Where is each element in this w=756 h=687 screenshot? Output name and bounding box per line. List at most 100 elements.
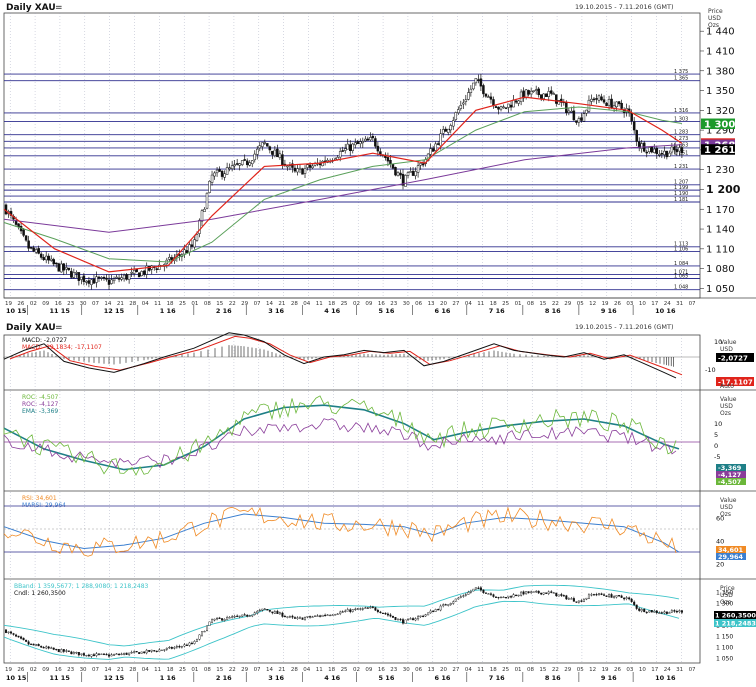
- band-candle-body: [145, 649, 148, 654]
- band-candle-body: [605, 595, 608, 597]
- candle-body: [130, 272, 133, 274]
- band-candle-body: [304, 617, 307, 620]
- candle-body: [449, 125, 453, 131]
- candle-body: [72, 272, 76, 278]
- band-candle-body: [42, 647, 45, 649]
- band-candle-body: [108, 654, 111, 657]
- band-candle-body: [203, 630, 206, 633]
- band-candle-body: [643, 608, 646, 613]
- band-candle-body: [105, 653, 108, 656]
- candle-body: [655, 147, 659, 155]
- band-candle-body: [658, 612, 661, 614]
- band-candle-body: [130, 652, 133, 654]
- band-candle-body: [218, 617, 221, 619]
- rsi-unit: Ozs: [720, 511, 731, 518]
- band-candle-body: [429, 610, 432, 614]
- candle-body: [590, 98, 593, 102]
- candle-body: [396, 172, 400, 177]
- band-candle-body: [301, 617, 304, 620]
- band-candle-body: [208, 621, 211, 626]
- band-candle-body: [603, 594, 606, 596]
- price-unit: USD: [708, 15, 721, 22]
- y-tick-label: 1 080: [706, 264, 735, 275]
- y-tick-label: 1 110: [706, 244, 735, 255]
- roc-purple-line: [3, 418, 677, 469]
- x-tick-day: 22: [229, 667, 236, 673]
- x-tick-day: 07: [254, 301, 261, 307]
- band-candle-body: [477, 587, 480, 589]
- band-candle-body: [339, 611, 342, 614]
- band-tick: 1 350: [716, 590, 733, 597]
- band-legend: Cndl: 1 260,3500: [14, 590, 66, 597]
- roc-tick: 5: [714, 431, 718, 439]
- band-candle-body: [555, 592, 558, 597]
- rsi-unit: USD: [720, 504, 733, 511]
- x-tick-day: 25: [179, 667, 186, 673]
- candle-body: [446, 128, 450, 133]
- band-candle-body: [648, 610, 651, 613]
- band-candle-body: [283, 615, 286, 618]
- x-tick-month: 5 16: [379, 674, 395, 682]
- band-candle-body: [547, 591, 550, 594]
- band-candle-body: [424, 614, 427, 617]
- band-candle-body: [65, 650, 68, 652]
- band-candle-body: [178, 646, 181, 648]
- chart-title: Daily XAU: [6, 3, 56, 13]
- band-candle-body: [27, 641, 30, 645]
- candle-body: [65, 267, 68, 270]
- price-unit: Ozs: [708, 22, 719, 29]
- band-candle-body: [447, 604, 450, 606]
- candle-body: [24, 235, 28, 241]
- roc-badge-bg: [716, 478, 746, 485]
- band-candle-body: [153, 650, 156, 652]
- candle-body: [92, 278, 96, 284]
- candle-body: [374, 138, 377, 147]
- candle-body: [308, 164, 312, 168]
- candle-body: [607, 99, 611, 106]
- candle-body: [615, 101, 618, 108]
- level-label: 1 316: [674, 108, 688, 114]
- candle-body: [125, 274, 128, 280]
- candle-body: [145, 265, 148, 275]
- band-candle-body: [12, 633, 15, 635]
- x-tick-day: 26: [17, 667, 24, 673]
- candle-body: [680, 147, 684, 154]
- band-candle-body: [47, 646, 50, 649]
- band-candle-body: [32, 643, 35, 646]
- level-label: 1 106: [674, 246, 688, 252]
- band-candle-body: [211, 619, 214, 623]
- candle-body: [178, 254, 181, 256]
- band-candle-body: [168, 646, 171, 649]
- macd-line: [3, 332, 677, 379]
- band-candle-body: [472, 588, 475, 592]
- x-tick-day: 08: [527, 667, 534, 673]
- candle-body: [539, 94, 543, 99]
- indicator-title: Daily XAU: [6, 323, 56, 333]
- x-tick-day: 19: [5, 667, 12, 673]
- x-tick-day: 15: [216, 667, 223, 673]
- price-badge-bg: [701, 144, 735, 155]
- band-candle-body: [95, 653, 98, 656]
- candle-body: [168, 256, 171, 260]
- band-candle-body: [437, 609, 440, 611]
- x-tick-day: 31: [676, 667, 683, 673]
- candle-body: [193, 239, 196, 248]
- band-candle-body: [361, 608, 364, 610]
- band-candle-body: [653, 610, 656, 613]
- candle-body: [552, 93, 556, 95]
- band-candle-body: [110, 654, 113, 657]
- band-candle-body: [572, 598, 575, 602]
- band-candle-body: [660, 612, 663, 614]
- x-tick-day: 25: [502, 301, 509, 307]
- x-tick-day: 14: [266, 301, 273, 307]
- level-label: 1 113: [674, 242, 688, 248]
- band-candle-body: [258, 609, 261, 612]
- band-candle-body: [635, 604, 638, 609]
- roc-badge-bg: [716, 471, 746, 478]
- candle-body: [248, 162, 251, 166]
- candle-body: [570, 111, 573, 113]
- roc-tick: -5: [714, 453, 720, 461]
- candle-body: [49, 258, 53, 261]
- candle-body: [215, 169, 219, 174]
- band-candle-body: [680, 610, 683, 613]
